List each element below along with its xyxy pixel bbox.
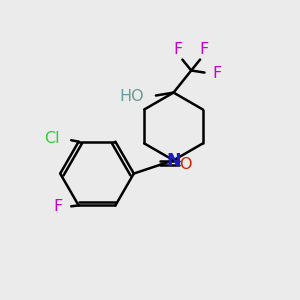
Text: F: F — [173, 41, 183, 56]
Text: N: N — [166, 152, 181, 170]
Text: F: F — [53, 200, 62, 214]
Text: O: O — [179, 157, 192, 172]
Text: HO: HO — [119, 89, 144, 104]
Text: F: F — [200, 41, 209, 56]
Text: Cl: Cl — [44, 131, 59, 146]
Text: F: F — [212, 66, 221, 81]
